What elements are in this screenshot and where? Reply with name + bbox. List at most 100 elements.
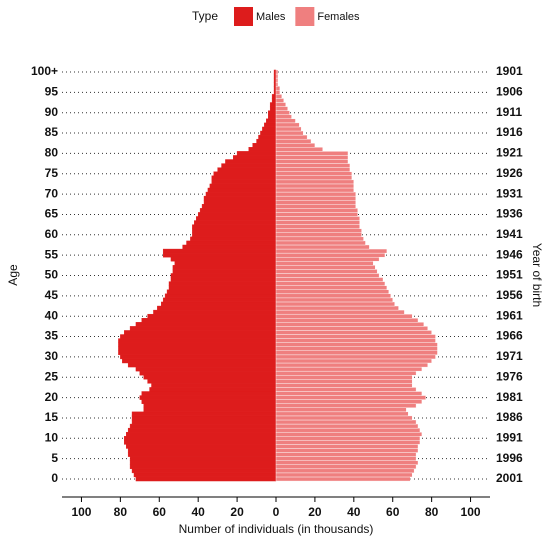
bar: [275, 436, 421, 441]
bar: [157, 305, 277, 311]
bar: [275, 379, 413, 384]
bar: [275, 464, 417, 470]
bar: [118, 338, 277, 343]
bar: [275, 155, 349, 160]
bar: [275, 175, 353, 181]
bar: [151, 383, 277, 388]
bar: [275, 403, 417, 408]
bar: [217, 167, 277, 172]
y2-tick-label: 1926: [496, 166, 523, 180]
x-tick-label: 20: [230, 505, 244, 519]
bar: [275, 73, 279, 79]
bar: [275, 224, 360, 229]
y2-tick-label: 1966: [496, 329, 523, 343]
y-tick-label: 60: [45, 227, 59, 241]
bar: [271, 94, 277, 99]
bar: [129, 456, 277, 461]
bar: [275, 366, 423, 372]
bar: [275, 240, 366, 246]
bar: [275, 301, 395, 307]
bar: [182, 244, 277, 250]
y-tick-label: 75: [45, 166, 59, 180]
bar: [203, 195, 277, 201]
bar: [275, 305, 399, 311]
bar: [275, 171, 353, 176]
bar: [149, 387, 277, 392]
bar: [162, 252, 277, 258]
bar: [275, 110, 290, 115]
bar: [275, 399, 423, 404]
bar: [275, 269, 378, 274]
x-tick-label: 40: [347, 505, 361, 519]
y2-tick-label: 1981: [496, 390, 523, 404]
y-tick-label: 10: [45, 430, 59, 444]
y-tick-label: 30: [45, 349, 59, 363]
x-tick-label: 0: [273, 505, 280, 519]
bar: [275, 187, 355, 193]
bar: [207, 187, 277, 193]
y-tick-label: 70: [45, 186, 59, 200]
y2-tick-label: 1971: [496, 349, 523, 363]
bar: [120, 334, 277, 339]
y2-tick-label: 1986: [496, 410, 523, 424]
bar: [273, 90, 277, 95]
bar: [275, 346, 438, 351]
y-tick-label: 25: [45, 369, 59, 383]
bar: [275, 476, 411, 482]
bar: [161, 301, 277, 307]
legend-title: Type: [192, 9, 218, 23]
bar: [275, 126, 302, 132]
legend-label: Females: [317, 11, 360, 23]
bar: [211, 179, 277, 185]
bar: [199, 208, 277, 213]
bar: [275, 440, 421, 445]
bar: [172, 269, 277, 274]
bar: [131, 415, 277, 421]
bar: [275, 232, 362, 238]
bar: [172, 265, 277, 270]
bar: [275, 456, 417, 461]
bar: [221, 163, 277, 168]
bar: [275, 151, 349, 156]
bar: [127, 362, 277, 368]
bar: [275, 94, 283, 99]
bar: [275, 130, 304, 136]
y-axis-title: Age: [6, 264, 20, 286]
bar: [275, 383, 413, 388]
bar: [118, 342, 277, 347]
bar: [275, 419, 417, 425]
bar: [275, 285, 388, 290]
bar: [205, 191, 277, 197]
y2-tick-label: 1951: [496, 268, 523, 282]
y-tick-label: 0: [51, 471, 58, 485]
bar: [275, 350, 438, 356]
bar: [275, 362, 428, 368]
bar: [269, 106, 277, 111]
bar: [275, 358, 432, 364]
bar: [118, 346, 277, 351]
bar: [275, 200, 356, 205]
bar: [186, 240, 277, 246]
bar: [275, 313, 413, 319]
bar: [162, 297, 277, 303]
bar: [143, 407, 277, 413]
bar: [120, 354, 277, 360]
bar: [275, 448, 419, 453]
bar: [273, 73, 277, 79]
bar: [275, 423, 419, 429]
bar: [275, 407, 407, 413]
bar: [141, 318, 277, 323]
bar: [127, 448, 277, 453]
bar: [262, 126, 277, 132]
bar: [166, 289, 277, 295]
bar: [275, 114, 292, 120]
bar: [133, 472, 277, 478]
bar: [275, 159, 349, 164]
y2-tick-label: 1996: [496, 451, 523, 465]
bar: [275, 98, 284, 103]
bar: [213, 171, 277, 176]
bar: [209, 183, 277, 189]
bar: [275, 81, 279, 87]
bar: [275, 220, 360, 225]
